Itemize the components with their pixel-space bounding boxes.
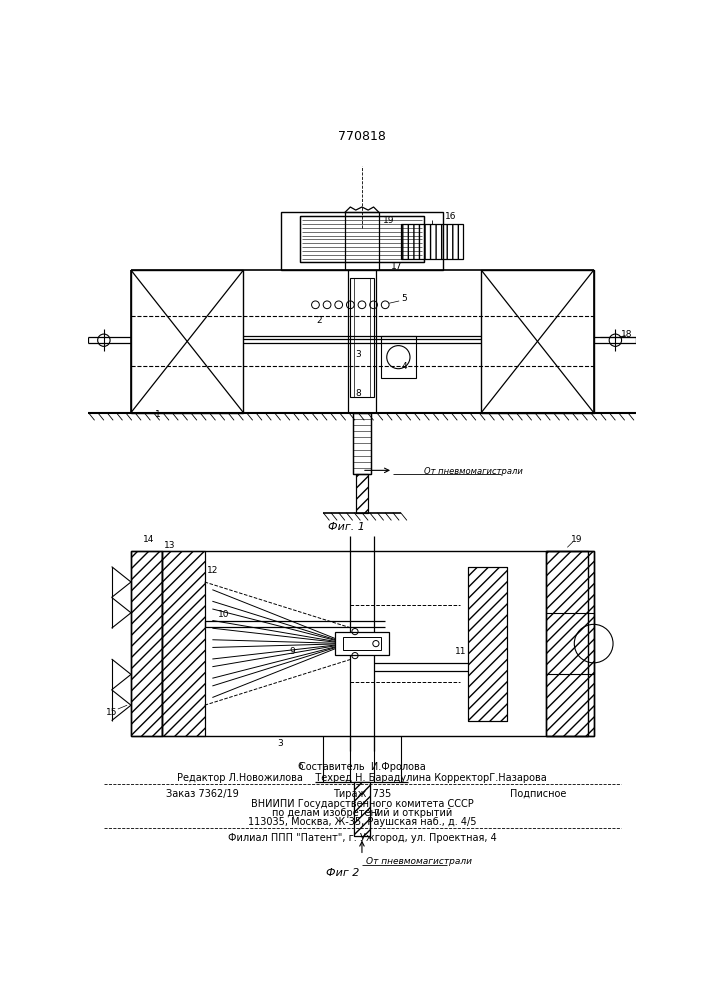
Text: 3: 3 [355,350,361,359]
Text: 2: 2 [317,316,322,325]
Text: 113035, Москва, Ж-35, Раушская наб., д. 4/5: 113035, Москва, Ж-35, Раушская наб., д. … [247,817,477,827]
Bar [351,278,373,397]
Text: 13: 13 [164,541,175,550]
Text: 18: 18 [621,330,633,339]
Text: 11: 11 [455,647,466,656]
Bar [468,567,507,721]
Bar [356,474,368,513]
Text: Составитель  И.Фролова: Составитель И.Фролова [298,762,426,772]
Bar [354,782,370,836]
Text: 6: 6 [297,762,303,771]
Bar [162,551,204,736]
Text: От пневмомагистрали: От пневмомагистрали [424,467,522,476]
Bar [468,567,507,721]
Text: От пневмомагистрали: От пневмомагистрали [366,857,472,866]
Bar [300,216,424,262]
Text: Фиг 2: Фиг 2 [326,868,359,878]
Text: по делам изобретений и открытий: по делам изобретений и открытий [271,808,452,818]
Text: 5: 5 [402,294,407,303]
Text: 3: 3 [278,739,284,748]
Text: 17: 17 [391,262,402,271]
Text: Филиал ППП "Патент", г. Ужгород, ул. Проектная, 4: Филиал ППП "Патент", г. Ужгород, ул. Про… [228,833,496,843]
Text: Редактор Л.Новожилова    Техред Н. Барадулина КорректорГ.Назарова: Редактор Л.Новожилова Техред Н. Барадули… [177,773,547,783]
Text: 7: 7 [373,808,379,818]
Text: ВНИИПИ Государственного комитета СССР: ВНИИПИ Государственного комитета СССР [250,799,473,809]
Text: 16: 16 [445,212,457,221]
Bar [131,551,162,736]
Text: 9: 9 [289,647,295,656]
Text: Тираж  735: Тираж 735 [333,789,391,799]
Bar [401,224,462,259]
Bar [162,551,588,736]
Text: 19: 19 [571,535,583,544]
Bar [162,551,204,736]
Bar [353,413,371,474]
Bar [354,278,370,397]
Bar [131,551,162,736]
Text: 14: 14 [143,535,155,544]
Bar [281,212,443,270]
Bar [546,551,594,736]
Bar [546,551,594,736]
Bar [131,270,243,413]
Bar [353,413,371,474]
Text: 4: 4 [402,362,407,371]
Text: 12: 12 [206,566,218,575]
Text: 19: 19 [383,216,395,225]
Bar [335,632,389,655]
Bar [481,270,594,413]
Bar [300,216,424,262]
Bar [356,474,368,513]
Text: 770818: 770818 [338,130,386,143]
Text: 1: 1 [156,410,161,419]
Text: Фиг. 1: Фиг. 1 [328,522,365,532]
Text: 15: 15 [106,708,117,717]
Bar [343,637,381,650]
Text: Заказ 7362/19: Заказ 7362/19 [166,789,239,799]
Text: 10: 10 [218,610,230,619]
Text: 8: 8 [355,389,361,398]
Bar [354,782,370,836]
Bar [381,336,416,378]
Text: Подписное: Подписное [510,789,566,799]
Bar [354,782,370,836]
